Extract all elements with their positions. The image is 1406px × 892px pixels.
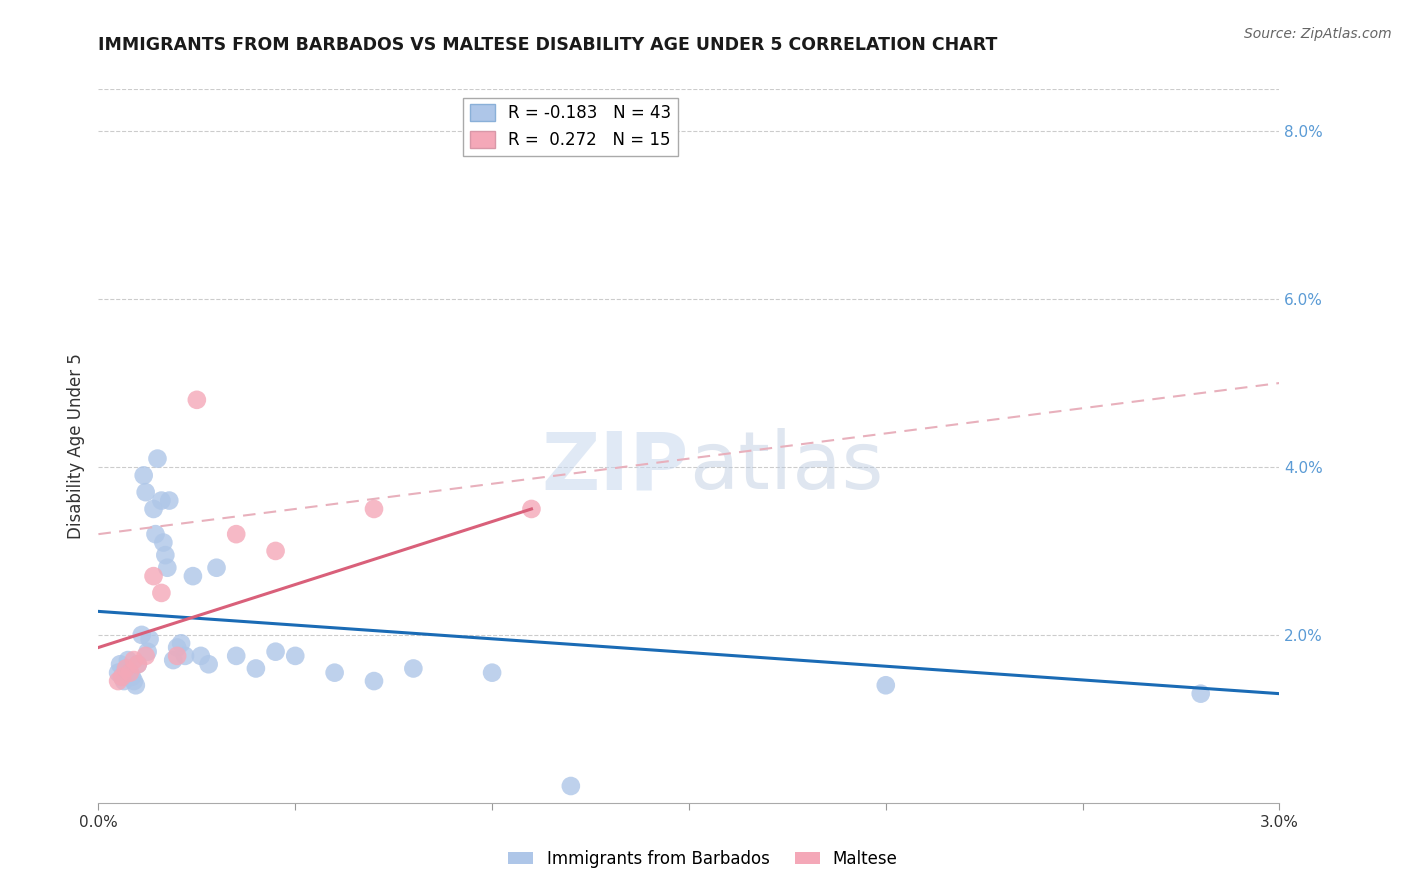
Point [225,527,247,541]
Point [264,645,287,659]
Point [174,648,197,663]
Point [875,678,897,692]
Point [111,670,134,684]
Point [107,674,129,689]
Point [245,661,267,675]
Point [111,670,134,684]
Point [115,661,138,675]
Point [107,665,129,680]
Point [156,560,179,574]
Point [118,665,141,680]
Point [284,648,307,663]
Point [152,535,174,549]
Point [205,560,228,574]
Point [323,665,346,680]
Point [190,648,212,663]
Point [363,674,385,689]
Point [150,493,173,508]
Point [166,648,188,663]
Legend: Immigrants from Barbados, Maltese: Immigrants from Barbados, Maltese [502,844,904,875]
Point [225,648,247,663]
Point [520,502,543,516]
Point [142,502,165,516]
Point [155,548,177,562]
Point [125,678,148,692]
Text: Source: ZipAtlas.com: Source: ZipAtlas.com [1244,27,1392,41]
Point [150,586,173,600]
Point [122,674,145,689]
Point [170,636,193,650]
Point [1189,687,1212,701]
Point [186,392,208,407]
Point [181,569,204,583]
Point [121,670,143,684]
Point [138,632,160,646]
Y-axis label: Disability Age Under 5: Disability Age Under 5 [66,353,84,539]
Point [131,628,153,642]
Point [117,653,139,667]
Point [127,657,149,672]
Point [135,485,157,500]
Point [135,648,157,663]
Point [157,493,180,508]
Point [197,657,219,672]
Point [118,665,141,680]
Point [132,468,155,483]
Point [108,657,131,672]
Point [136,645,159,659]
Text: ZIP: ZIP [541,428,689,507]
Point [115,661,138,675]
Point [112,674,135,689]
Point [142,569,165,583]
Point [146,451,169,466]
Text: IMMIGRANTS FROM BARBADOS VS MALTESE DISABILITY AGE UNDER 5 CORRELATION CHART: IMMIGRANTS FROM BARBADOS VS MALTESE DISA… [98,36,998,54]
Point [560,779,582,793]
Point [264,544,287,558]
Point [127,657,149,672]
Point [363,502,385,516]
Point [162,653,184,667]
Text: atlas: atlas [689,428,883,507]
Legend: R = -0.183   N = 43, R =  0.272   N = 15: R = -0.183 N = 43, R = 0.272 N = 15 [464,97,678,155]
Point [122,653,145,667]
Point [166,640,188,655]
Point [481,665,503,680]
Point [402,661,425,675]
Point [145,527,167,541]
